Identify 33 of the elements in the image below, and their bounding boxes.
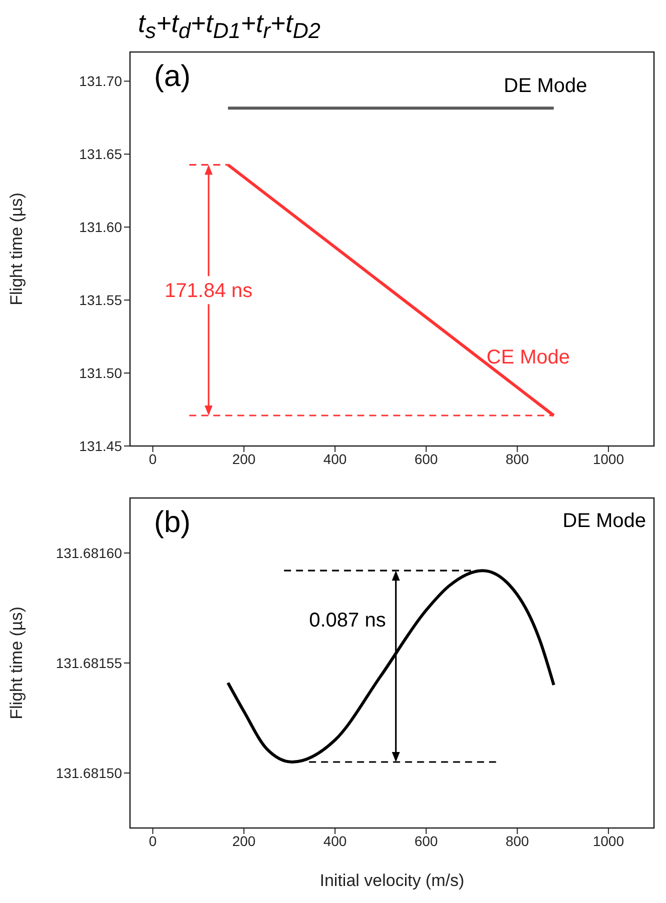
x-tick-label: 200 xyxy=(232,450,256,467)
y-tick-label: 131.45 xyxy=(79,438,122,454)
text: DE Mode xyxy=(562,510,646,533)
series-label: DE Mode xyxy=(504,75,588,98)
y-tick-label: 131.55 xyxy=(79,292,122,308)
x-tick-label: 800 xyxy=(506,450,530,467)
x-tick-label: 1000 xyxy=(592,450,624,467)
x-tick-label: 400 xyxy=(323,450,347,467)
x-tick-label: 0 xyxy=(148,832,157,849)
y-tick-label: 131.60 xyxy=(79,219,122,236)
x-tick-label: 600 xyxy=(414,832,438,849)
x-tick-label: 400 xyxy=(323,832,347,849)
x-axis-title: Initial velocity (m/s) xyxy=(320,871,464,890)
chart-title: t$_{s}$+t$_{d}$+t$_{D1}$+t$_{r}$+t$_{D2}$ xyxy=(138,8,320,44)
annotation: 171.84 ns xyxy=(164,280,253,302)
y-tick-label: 131.68160 xyxy=(56,544,122,561)
y-axis-title: Flight time (µs) xyxy=(7,606,26,720)
x-tick-label: 0 xyxy=(148,450,157,467)
annotation: 0.087 ns xyxy=(309,609,386,632)
y-tick-label: 131.65 xyxy=(79,146,122,162)
y-axis-title: Flight time (µs) xyxy=(7,192,26,306)
annotation: (a) xyxy=(154,60,191,94)
x-tick-label: 800 xyxy=(506,832,530,849)
y-tick-label: 131.68150 xyxy=(56,764,122,781)
y-tick-label: 131.70 xyxy=(79,73,122,90)
annotation: (b) xyxy=(154,506,191,540)
x-tick-label: 600 xyxy=(414,450,438,467)
y-tick-label: 131.68155 xyxy=(56,654,122,671)
line-series xyxy=(226,569,556,764)
x-tick-label: 200 xyxy=(232,832,256,849)
series-label: CE Mode xyxy=(486,346,570,368)
y-tick-label: 131.50 xyxy=(79,365,122,382)
x-tick-label: 1000 xyxy=(592,832,624,849)
